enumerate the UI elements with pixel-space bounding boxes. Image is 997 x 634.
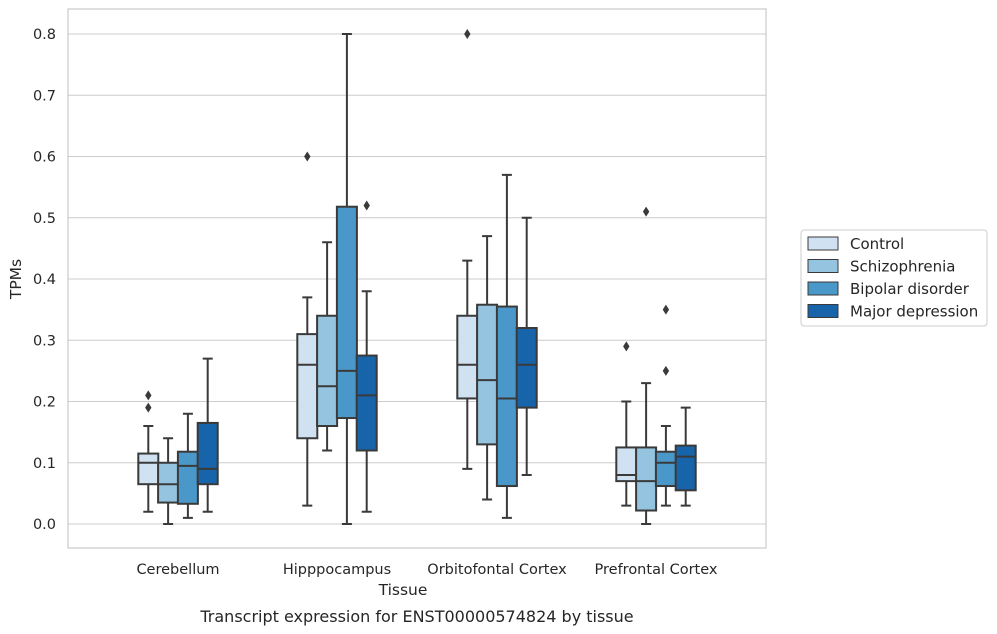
y-tick-label: 0.2 [33, 395, 56, 411]
legend-swatch [807, 304, 839, 318]
box [456, 314, 479, 400]
outlier-point [464, 29, 471, 39]
box-group [176, 412, 199, 519]
x-tick-labels: Cerebellum Hipppocampus Orbitofontal Corte… [136, 562, 717, 578]
y-axis-label: TPMs [7, 259, 25, 300]
legend-frame [800, 229, 988, 327]
box [157, 461, 180, 504]
boxes [137, 29, 697, 525]
legend-swatch [807, 236, 839, 251]
outlier-point [642, 206, 650, 217]
plot-frame [67, 8, 767, 549]
grid-lines [68, 33, 766, 525]
box-group [515, 216, 538, 476]
box-group [635, 206, 658, 525]
box [176, 450, 199, 505]
legend-label: Control [850, 235, 904, 253]
y-tick-labels: 0.0 0.1 0.2 0.3 0.4 0.5 0.6 0.7 0.8 [33, 27, 56, 533]
box-group [296, 151, 319, 507]
outlier-point [304, 151, 311, 162]
chart-caption: Transcript expression for ENST0000057482… [199, 607, 633, 626]
box [615, 446, 638, 483]
box [654, 450, 677, 488]
x-tick-label: Hipppocampus [283, 562, 391, 578]
legend-label: Major depression [850, 303, 978, 321]
x-tick-label: Cerebellum [136, 562, 219, 578]
y-tick-label: 0.8 [33, 27, 56, 43]
box [296, 333, 319, 440]
box-group [196, 357, 219, 513]
box-group [137, 390, 160, 513]
legend-swatch [807, 259, 839, 273]
box [476, 303, 499, 446]
box-group [456, 29, 479, 470]
box [674, 444, 697, 492]
box [635, 446, 658, 512]
outlier-point [145, 402, 152, 413]
y-tick-label: 0.3 [33, 333, 56, 349]
outlier-point [623, 341, 630, 352]
y-tick-label: 0.0 [33, 517, 56, 533]
box-group [476, 235, 499, 501]
outlier-point [662, 365, 670, 376]
box-group [674, 406, 697, 507]
legend-label: Schizophrenia [850, 258, 955, 276]
box [355, 354, 378, 452]
y-tick-label: 0.4 [33, 272, 56, 288]
box-group [335, 33, 358, 525]
y-tick-label: 0.6 [33, 150, 56, 166]
box-group [654, 304, 677, 507]
x-tick-label: Prefrontal Cortex [595, 562, 718, 578]
legend: Control Schizophrenia Bipolar disorder Majo… [800, 229, 988, 327]
y-tick-label: 0.5 [33, 211, 56, 227]
box-group [316, 241, 339, 452]
box [495, 305, 518, 488]
y-tick-label: 0.7 [33, 88, 56, 104]
box [515, 327, 538, 409]
outlier-point [145, 390, 152, 401]
legend-label: Bipolar disorder [850, 280, 970, 298]
outlier-point [363, 200, 370, 211]
y-tick-label: 0.1 [33, 456, 56, 472]
x-axis-label: Tissue [378, 581, 428, 599]
box [196, 421, 219, 486]
box-group [157, 437, 180, 525]
box-group [615, 341, 638, 507]
box-group [495, 173, 518, 519]
box [316, 314, 339, 427]
box [335, 205, 358, 420]
outlier-point [662, 304, 670, 315]
box-group [355, 200, 378, 513]
box [137, 452, 160, 486]
x-tick-label: Orbitofontal Cortex [427, 562, 567, 578]
legend-swatch [807, 281, 839, 296]
